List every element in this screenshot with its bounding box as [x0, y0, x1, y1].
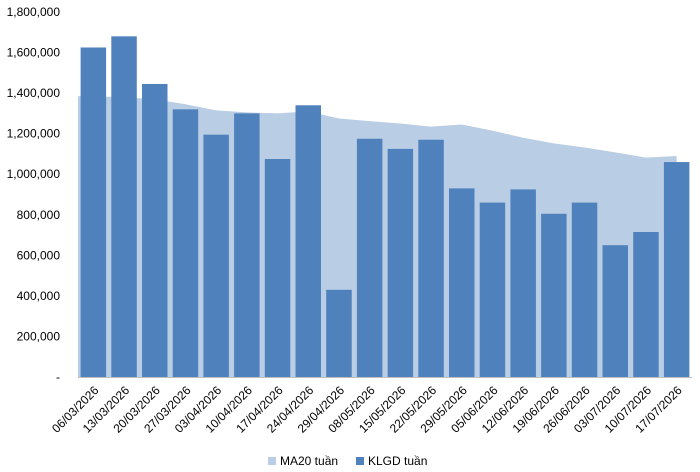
legend-label-klgd: KLGD tuần — [368, 454, 427, 468]
klgd-bar — [264, 159, 291, 377]
klgd-bar — [203, 134, 229, 377]
klgd-bar — [326, 289, 352, 377]
y-tick-label: 200,000 — [17, 329, 61, 343]
klgd-bar — [172, 109, 199, 377]
klgd-bar — [633, 232, 659, 377]
y-axis: - 200,000 400,000 600,000 800,000 1,000,000 1,… — [7, 5, 61, 384]
klgd-bar — [479, 202, 506, 377]
klgd-bar-layer — [80, 36, 690, 378]
klgd-bar — [387, 148, 414, 377]
klgd-bar — [80, 47, 107, 377]
legend-label-ma20: MA20 tuần — [280, 454, 338, 468]
legend: MA20 tuần KLGD tuần — [268, 454, 427, 468]
klgd-bar — [663, 162, 690, 377]
klgd-bar — [295, 105, 321, 378]
klgd-bar — [356, 138, 383, 377]
klgd-bar — [449, 188, 475, 377]
klgd-bar — [571, 202, 598, 377]
klgd-bar — [142, 83, 168, 377]
klgd-bar — [602, 245, 628, 377]
y-tick-label: 1,000,000 — [7, 167, 61, 181]
y-tick-label: 1,200,000 — [7, 127, 61, 141]
x-axis: 06/03/202613/03/202620/03/202627/03/2026… — [49, 377, 692, 436]
klgd-bar — [234, 113, 260, 377]
legend-swatch-klgd — [356, 457, 364, 465]
klgd-bar — [418, 139, 444, 377]
klgd-bar — [541, 213, 567, 377]
y-tick-label: 800,000 — [17, 208, 61, 222]
y-tick-label: 1,600,000 — [7, 46, 61, 60]
y-tick-label: 600,000 — [17, 248, 61, 262]
klgd-bar — [510, 189, 536, 377]
legend-swatch-ma20 — [268, 457, 276, 465]
klgd-bar — [111, 36, 137, 377]
y-tick-label: - — [56, 370, 60, 384]
y-tick-label: 400,000 — [17, 289, 61, 303]
y-tick-label: 1,800,000 — [7, 5, 61, 19]
y-tick-label: 1,400,000 — [7, 86, 61, 100]
